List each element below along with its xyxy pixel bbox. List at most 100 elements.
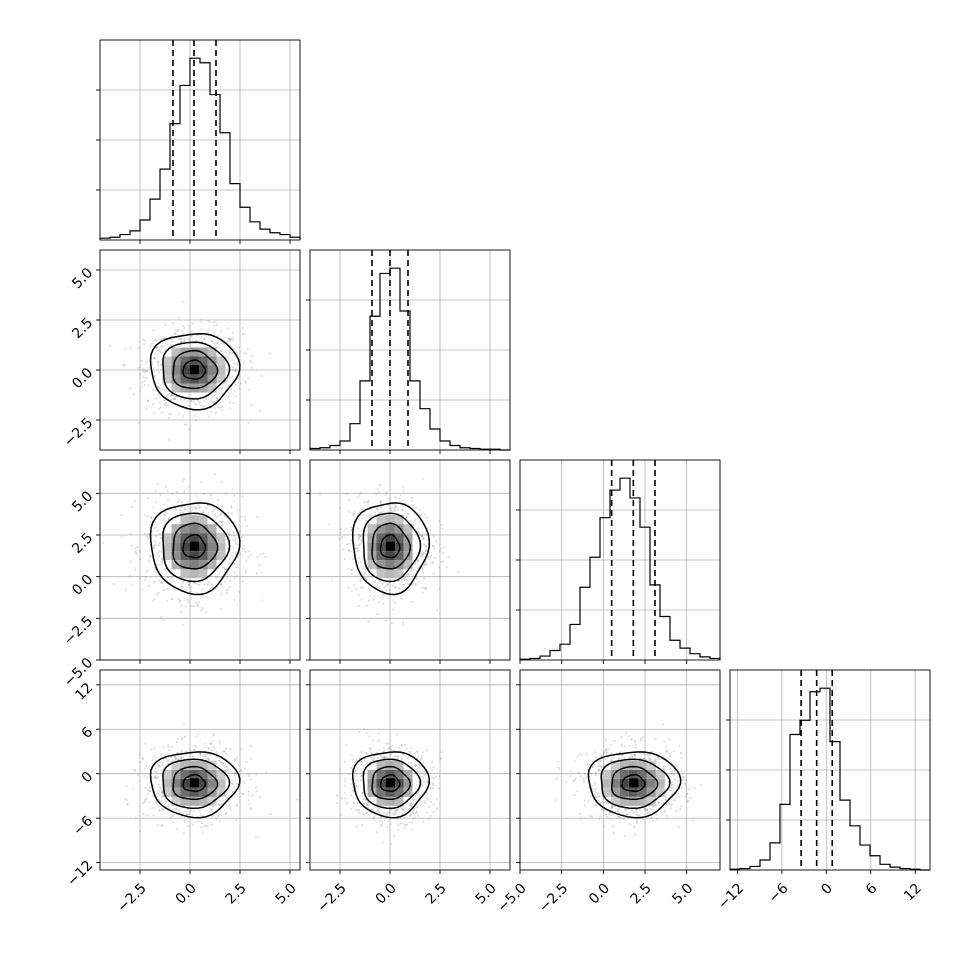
scatter-point [129, 346, 132, 349]
density-cell [180, 374, 190, 384]
scatter-point [153, 376, 156, 379]
scatter-point [670, 761, 674, 764]
density-cell [601, 778, 611, 788]
scatter-point [174, 331, 177, 335]
scatter-point [187, 510, 190, 514]
scatter-point [205, 398, 208, 401]
scatter-point [414, 763, 417, 766]
scatter-point [138, 421, 141, 424]
scatter-point [683, 775, 686, 779]
scatter-point [145, 370, 149, 373]
scatter-point [147, 584, 151, 588]
scatter-point [159, 351, 162, 354]
scatter-point [665, 750, 668, 754]
scatter-point [215, 515, 218, 518]
scatter-point [213, 406, 216, 409]
scatter-point [393, 834, 396, 837]
scatter-point [404, 509, 407, 512]
scatter-point [147, 789, 150, 792]
scatter-point [340, 536, 344, 539]
scatter-point [348, 498, 351, 502]
scatter-point [244, 569, 248, 572]
scatter-point [157, 792, 160, 795]
scatter-point [230, 779, 234, 782]
scatter-point [358, 544, 361, 547]
scatter-point [210, 749, 213, 752]
density-cell [198, 524, 208, 534]
scatter-point [248, 802, 251, 806]
scatter-point [377, 732, 380, 735]
scatter-point [349, 550, 352, 553]
scatter-point [222, 763, 225, 766]
scatter-point [112, 583, 115, 586]
scatter-point [177, 757, 180, 760]
scatter-point [686, 800, 689, 803]
scatter-point [573, 779, 576, 782]
scatter-point [169, 508, 172, 511]
scatter-point [264, 771, 268, 774]
scatter-point [173, 396, 177, 399]
scatter-point [217, 503, 220, 507]
scatter-point [405, 578, 408, 581]
scatter-point [354, 775, 357, 778]
scatter-point [150, 748, 153, 751]
scatter-point [180, 738, 184, 741]
scatter-point [225, 770, 228, 774]
density-cell [403, 769, 413, 779]
scatter-point [604, 758, 607, 761]
scatter-point [410, 499, 413, 502]
scatter-point [233, 494, 236, 497]
scatter-point [438, 758, 442, 761]
scatter-point [234, 539, 237, 542]
scatter-point [210, 823, 213, 826]
scatter-point [146, 570, 149, 573]
density-cell [394, 515, 404, 525]
scatter-point [149, 344, 152, 347]
scatter-point [220, 504, 223, 507]
scatter-point [594, 789, 597, 792]
scatter-point [339, 527, 342, 530]
scatter-point [339, 813, 342, 816]
scatter-point [385, 813, 388, 816]
scatter-point [414, 562, 417, 566]
density-cell [207, 374, 217, 384]
pair-0-1-frame [99, 249, 301, 451]
scatter-point [395, 809, 398, 813]
scatter-point [407, 582, 410, 585]
scatter-point [392, 509, 395, 512]
density-cell [601, 769, 611, 779]
scatter-point [224, 580, 227, 583]
scatter-point [260, 571, 263, 574]
scatter-point [249, 553, 252, 557]
scatter-point [420, 535, 423, 538]
scatter-point [383, 756, 386, 759]
scatter-point [345, 802, 349, 805]
scatter-point [213, 508, 216, 512]
scatter-point [157, 824, 160, 827]
scatter-point [182, 580, 185, 583]
density-cell [180, 542, 190, 552]
scatter-point [184, 605, 187, 608]
scatter-point [222, 521, 225, 524]
scatter-point [181, 755, 184, 759]
scatter-point [194, 507, 197, 510]
xtick-label-dim1: −2.5 [314, 880, 349, 915]
scatter-point [595, 787, 598, 790]
scatter-point [250, 808, 253, 811]
scatter-point [180, 736, 183, 739]
scatter-point [158, 371, 161, 374]
scatter-point [224, 568, 227, 571]
pair-panel-0-3 [96, 669, 301, 874]
scatter-point [155, 512, 158, 516]
scatter-point [190, 604, 193, 608]
density-cell [367, 769, 377, 779]
scatter-point [396, 456, 398, 458]
scatter-point [193, 582, 196, 585]
scatter-point [152, 813, 155, 817]
scatter-point [192, 810, 195, 813]
density-cell [207, 778, 217, 788]
scatter-point [394, 755, 397, 758]
scatter-point [206, 501, 209, 504]
scatter-point [388, 810, 391, 814]
density-cell [162, 542, 172, 552]
